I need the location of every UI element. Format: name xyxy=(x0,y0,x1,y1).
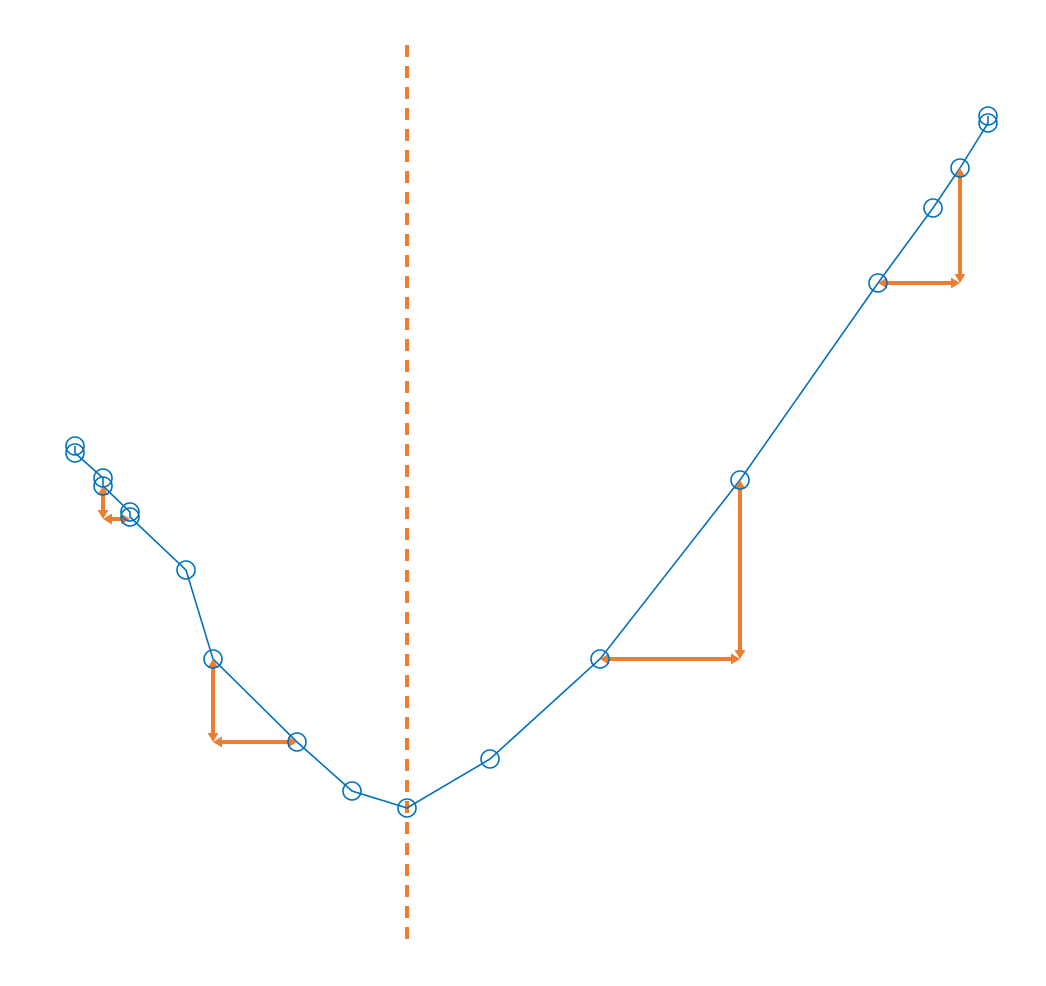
horizontal-arrow xyxy=(213,736,297,748)
horizontal-arrow xyxy=(878,277,960,289)
data-point-marker xyxy=(923,198,943,218)
data-point-marker xyxy=(590,649,610,669)
arrow-head xyxy=(600,653,609,665)
data-point-marker xyxy=(93,468,113,488)
arrow-head xyxy=(207,733,219,742)
arrow-head xyxy=(731,653,740,665)
arrow-head xyxy=(288,736,297,748)
data-point-marker xyxy=(480,749,500,769)
data-point-marker xyxy=(950,158,970,178)
arrow-head xyxy=(954,168,966,177)
data-point-marker xyxy=(342,781,362,801)
data-point-marker xyxy=(65,443,85,463)
arrow-head xyxy=(954,274,966,283)
data-point-marker xyxy=(93,476,113,496)
data-point-marker xyxy=(868,273,888,293)
vertical-arrow xyxy=(734,480,746,659)
data-point-marker xyxy=(397,798,417,818)
data-point-marker xyxy=(65,436,85,456)
data-point-marker xyxy=(978,113,998,133)
data-point-marker xyxy=(287,732,307,752)
vertical-arrow xyxy=(954,168,966,283)
arrow-head xyxy=(734,480,746,489)
arrow-head xyxy=(213,736,222,748)
data-point-marker xyxy=(730,470,750,490)
data-point-marker xyxy=(176,560,196,580)
horizontal-arrow xyxy=(600,653,740,665)
data-point-marker xyxy=(203,649,223,669)
data-point-marker xyxy=(978,106,998,126)
arrow-head xyxy=(878,277,887,289)
arrow-head xyxy=(97,486,109,495)
vertical-arrow xyxy=(207,659,219,742)
arrow-head xyxy=(207,659,219,668)
arrow-head xyxy=(734,650,746,659)
arrow-head xyxy=(951,277,960,289)
arrow-head xyxy=(103,513,112,525)
arrow-head xyxy=(97,510,109,519)
arrow-layer xyxy=(97,168,966,748)
data-point-marker xyxy=(120,502,140,522)
marker-layer xyxy=(65,106,998,818)
data-point-marker xyxy=(120,507,140,527)
